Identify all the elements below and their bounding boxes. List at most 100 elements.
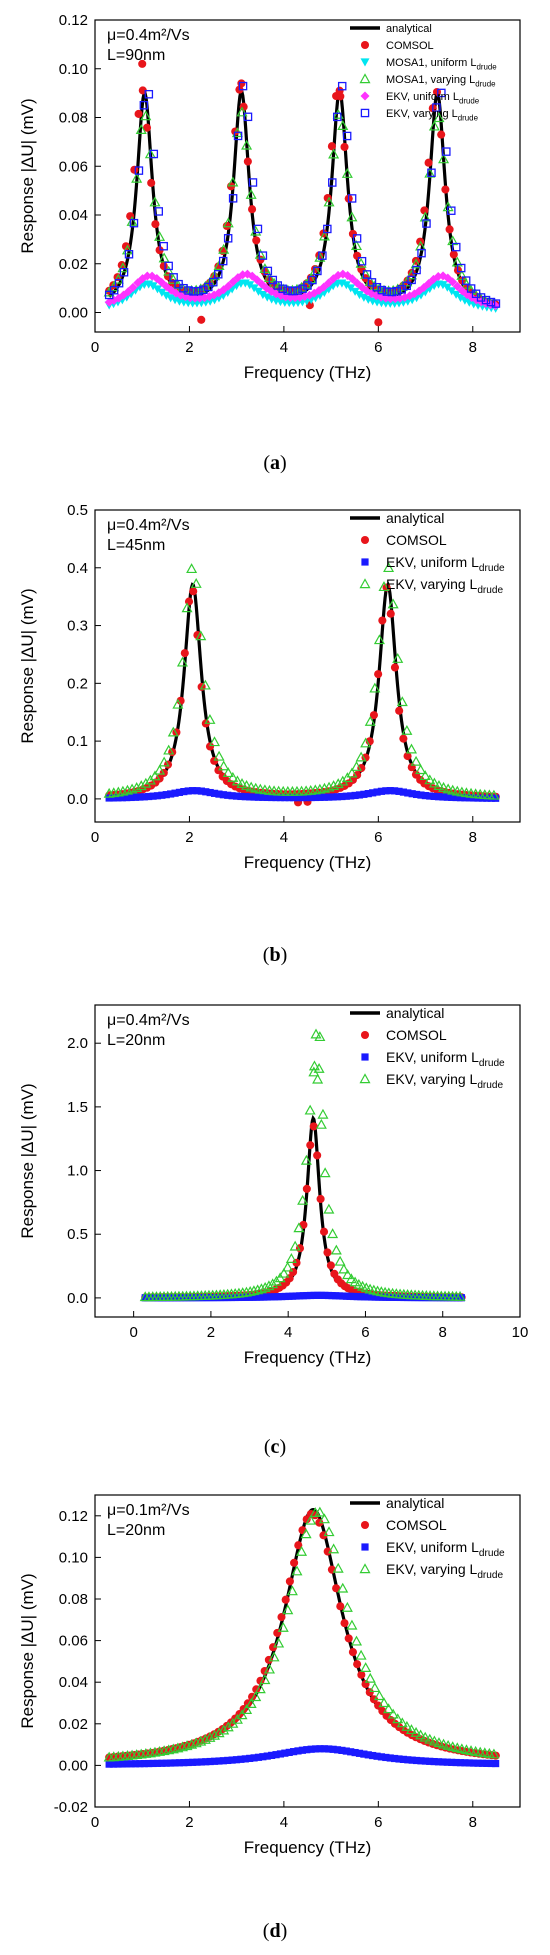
data-point-ekv-uniform-l-drude [118, 794, 126, 802]
data-point-mosa1-varying-l-drude [405, 269, 418, 280]
data-point-ekv-uniform-l-drude [329, 1745, 337, 1753]
data-point-ekv-varying-l-drude [419, 770, 431, 781]
data-point-comsol [348, 1648, 357, 1657]
data-point-ekv-uniform-l-drude [246, 1754, 254, 1762]
data-point-ekv-uniform-l-drude [417, 791, 425, 799]
data-point-ekv-uniform-l-drude [193, 787, 201, 795]
data-point-ekv-varying-l-drude [169, 273, 178, 282]
data-point-ekv-varying-l-drude [378, 1697, 390, 1708]
data-point-ekv-uniform-l-drude [490, 301, 500, 311]
data-point-ekv-varying-l-drude [270, 1275, 282, 1286]
legend-label: EKV, uniform Ldrude [386, 1049, 505, 1069]
data-point-ekv-varying-l-drude [417, 248, 426, 258]
data-point-ekv-uniform-l-drude [355, 791, 364, 799]
data-point-ekv-varying-l-drude [222, 767, 234, 778]
data-point-ekv-uniform-l-drude [382, 1753, 390, 1762]
legend: analytical COMSOL EKV, uniform LdrudeEKV, … [350, 1495, 505, 1581]
data-point-comsol [353, 1660, 362, 1669]
data-point-ekv-varying-l-drude [392, 1713, 404, 1724]
data-point-ekv-varying-l-drude [190, 577, 202, 588]
x-axis-label: Frequency (THz) [244, 1348, 372, 1367]
caption-c: (c) [0, 1436, 550, 1459]
data-point-mosa1-uniform-l-drude [438, 281, 448, 290]
data-point-comsol [309, 1122, 318, 1131]
data-point-ekv-uniform-l-drude [171, 1759, 179, 1767]
data-point-ekv-uniform-l-drude [123, 287, 133, 297]
data-point-ekv-varying-l-drude [293, 286, 302, 295]
data-point-ekv-varying-l-drude [342, 131, 352, 141]
data-point-ekv-uniform-l-drude [443, 793, 451, 801]
data-point-mosa1-uniform-l-drude [341, 281, 351, 290]
chart-panel-b: 0 2 4 6 8 0.0 0.1 0.2 0.3 0.4 0.5 Frequency (THz) Re… [0, 490, 550, 930]
data-point-ekv-varying-l-drude [346, 767, 358, 778]
legend-label: COMSOL [386, 532, 447, 548]
x-tick-label: 0 [91, 1814, 99, 1831]
data-point-ekv-uniform-l-drude [224, 1756, 232, 1765]
data-point-ekv-varying-l-drude [278, 284, 287, 294]
x-tick-label: 0 [129, 1324, 137, 1341]
caption-c-open: ( [263, 1436, 271, 1458]
data-point-ekv-varying-l-drude [195, 1735, 207, 1746]
data-point-ekv-varying-l-drude [352, 234, 362, 243]
data-point-ekv-varying-l-drude [263, 266, 273, 276]
data-point-comsol [205, 742, 215, 751]
data-point-ekv-uniform-l-drude [307, 1745, 315, 1753]
data-point-ekv-varying-l-drude [424, 1733, 436, 1744]
data-point-ekv-uniform-l-drude [320, 793, 328, 801]
data-point-mosa1-uniform-l-drude [148, 282, 158, 291]
data-point-ekv-uniform-l-drude [311, 793, 320, 802]
data-point-ekv-uniform-l-drude [474, 1759, 482, 1767]
data-point-ekv-uniform-l-drude [399, 788, 408, 796]
data-point-ekv-uniform-l-drude [404, 1756, 412, 1764]
data-point-ekv-uniform-l-drude [140, 1760, 148, 1768]
caption-d-close: ) [280, 1920, 288, 1942]
data-point-ekv-uniform-l-drude [136, 1760, 144, 1768]
chart-c-svg: 0 2 4 6 8 10 0.0 0.5 1.0 1.5 2.0 Frequency (THz) Res… [18, 1004, 528, 1367]
data-point-ekv-uniform-l-drude [219, 791, 227, 799]
data-point-comsol [134, 109, 143, 118]
data-point-comsol [340, 142, 349, 152]
y-tick-label: 0.06 [59, 1633, 88, 1650]
data-point-ekv-varying-l-drude [314, 1031, 326, 1042]
y-tick-label: 0.12 [59, 1508, 88, 1525]
data-point-ekv-uniform-l-drude [430, 792, 438, 801]
series-comsol [105, 583, 500, 807]
data-point-ekv-varying-l-drude [364, 715, 376, 726]
data-point-ekv-varying-l-drude [360, 1662, 372, 1673]
data-point-mosa1-varying-l-drude [117, 262, 129, 273]
data-point-comsol [289, 1268, 298, 1277]
data-point-comsol [353, 251, 362, 260]
data-point-ekv-varying-l-drude [323, 1203, 335, 1214]
series-ekv-uniform-l-drude [105, 1745, 500, 1768]
data-point-ekv-uniform-l-drude [285, 794, 293, 802]
legend-item-comsol: COMSOL [360, 1517, 447, 1533]
data-point-ekv-varying-l-drude [129, 218, 139, 228]
y-tick-label: 0.06 [59, 158, 88, 175]
data-point-mosa1-varying-l-drude [227, 176, 239, 187]
data-point-ekv-uniform-l-drude [149, 792, 157, 800]
param-length: L=90nm [107, 47, 165, 64]
data-point-ekv-varying-l-drude [164, 261, 173, 271]
data-point-ekv-varying-l-drude [278, 1267, 290, 1278]
data-point-ekv-varying-l-drude [172, 698, 184, 709]
data-point-mosa1-uniform-l-drude [451, 290, 461, 299]
data-point-mosa1-varying-l-drude [318, 230, 330, 241]
data-point-ekv-varying-l-drude [135, 780, 147, 791]
data-point-ekv-uniform-l-drude [492, 794, 500, 802]
caption-a-open: ( [263, 452, 270, 474]
data-point-ekv-varying-l-drude [415, 764, 427, 775]
series-ekv-uniform-l-drude [105, 787, 500, 802]
data-point-mosa1-varying-l-drude [373, 283, 385, 294]
data-point-ekv-uniform-l-drude [333, 793, 342, 801]
data-point-ekv-varying-l-drude [305, 1514, 317, 1525]
data-point-ekv-varying-l-drude [337, 775, 349, 786]
legend-label: EKV, uniform Ldrude [386, 1539, 505, 1559]
data-point-mosa1-uniform-l-drude [350, 287, 360, 296]
legend-label: MOSA1, varying Ldrude [386, 74, 496, 88]
param-length: L=20nm [107, 1522, 165, 1539]
data-point-ekv-uniform-l-drude [290, 794, 298, 802]
legend-label: analytical [386, 510, 444, 526]
data-point-comsol [294, 1541, 303, 1550]
data-point-ekv-varying-l-drude [268, 275, 278, 285]
param-mobility: μ=0.4m²/Vs [107, 1012, 190, 1029]
